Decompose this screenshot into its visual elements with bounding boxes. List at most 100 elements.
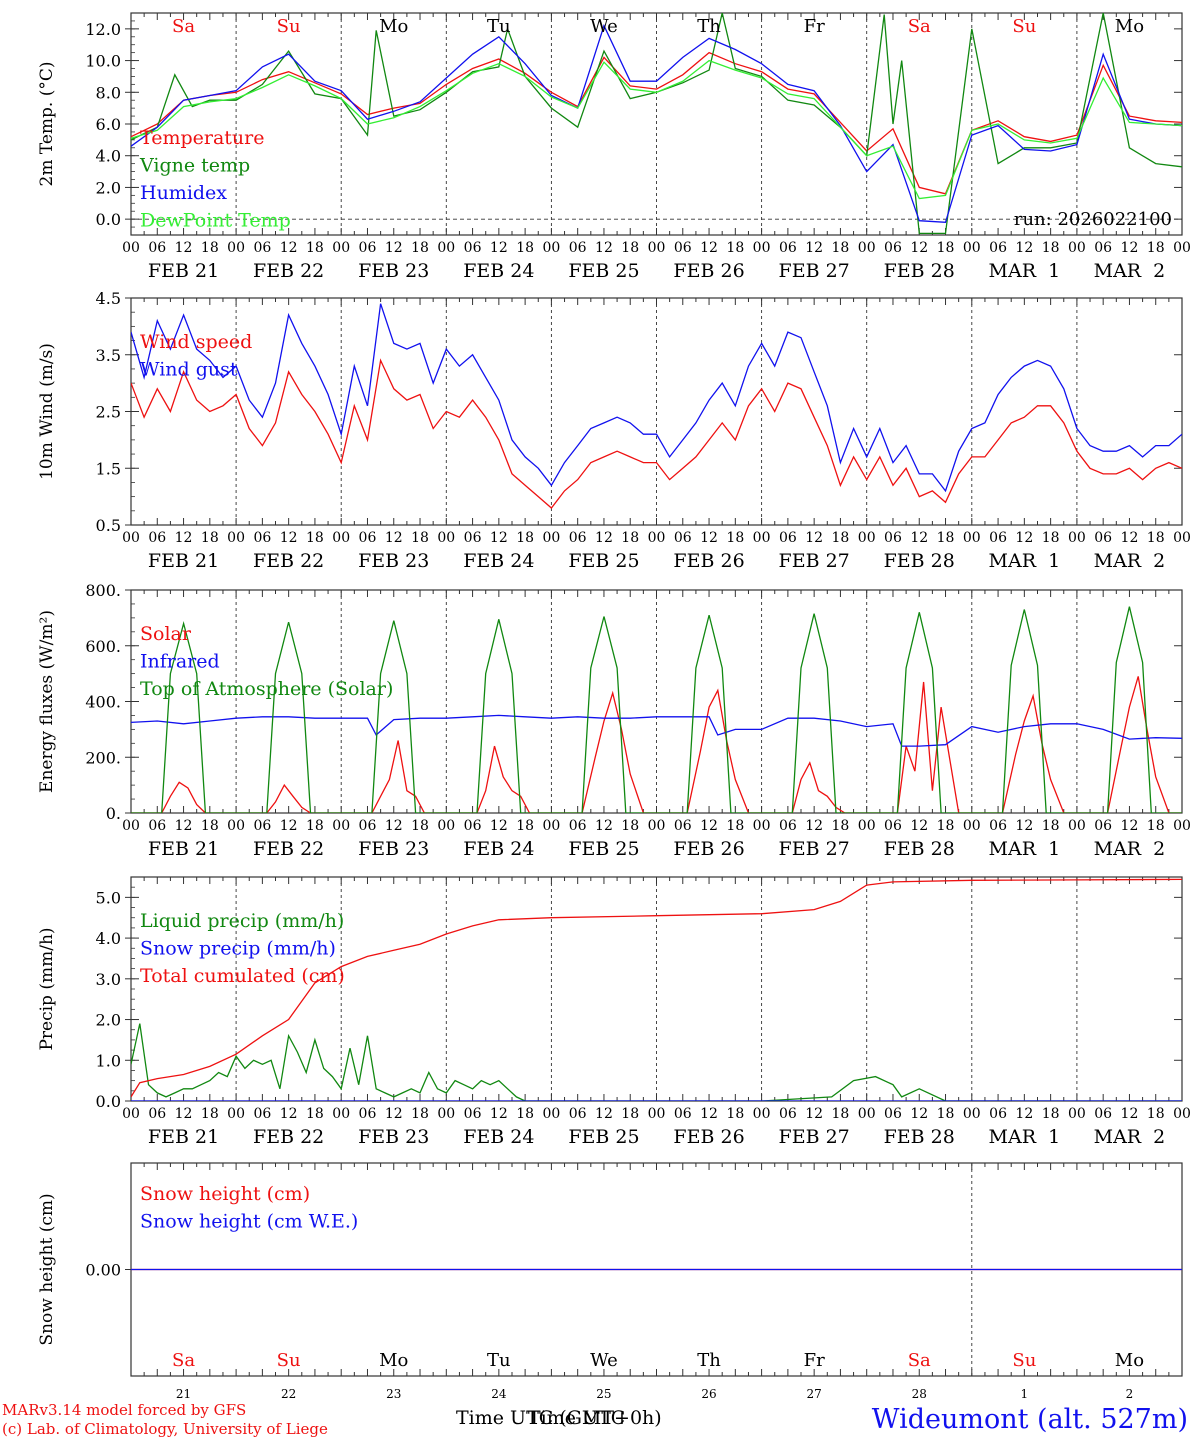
date-label: FEB 26	[673, 550, 744, 572]
legend-snow-height-cm-: Snow height (cm)	[140, 1183, 310, 1205]
hour-tick-label: 12	[1121, 818, 1139, 834]
hour-tick-label: 00	[122, 530, 140, 546]
hour-tick-label: 18	[832, 240, 850, 256]
y-tick-label: 1.5	[96, 459, 121, 478]
y-tick-label: 8.0	[96, 83, 121, 102]
hour-tick-label: 18	[621, 240, 639, 256]
date-label: FEB 26	[673, 1126, 744, 1148]
hour-tick-label: 00	[753, 1106, 771, 1122]
day-number-label: 24	[491, 1387, 507, 1401]
hour-tick-label: 12	[700, 240, 718, 256]
hour-tick-label: 12	[595, 240, 613, 256]
y-tick-label: 2.0	[96, 178, 121, 197]
weekday-label: Tu	[487, 1350, 511, 1371]
hour-tick-label: 06	[989, 240, 1007, 256]
hour-tick-label: 12	[280, 818, 298, 834]
date-label: FEB 24	[463, 1126, 534, 1148]
hour-tick-label: 00	[1173, 530, 1191, 546]
weekday-label: Sa	[908, 16, 931, 37]
hour-tick-label: 00	[963, 530, 981, 546]
date-label: FEB 21	[148, 838, 219, 860]
hour-tick-label: 18	[726, 240, 744, 256]
hour-tick-label: 06	[253, 818, 271, 834]
date-label: FEB 25	[568, 550, 639, 572]
date-label: FEB 21	[148, 260, 219, 282]
y-axis-label: Snow height (cm)	[37, 1193, 57, 1345]
hour-tick-label: 06	[1094, 818, 1112, 834]
y-tick-label: 12.0	[85, 20, 121, 39]
hour-tick-label: 00	[332, 530, 350, 546]
legend-humidex: Humidex	[140, 182, 227, 204]
station-name: Wideumont (alt. 527m)	[872, 1404, 1188, 1435]
hour-tick-label: 12	[385, 240, 403, 256]
date-label: FEB 24	[463, 838, 534, 860]
hour-tick-label: 00	[1068, 1106, 1086, 1122]
hour-tick-label: 00	[227, 1106, 245, 1122]
hour-tick-label: 06	[464, 818, 482, 834]
hour-tick-label: 06	[148, 530, 166, 546]
weekday-label: Su	[277, 16, 301, 37]
hour-tick-label: 18	[306, 818, 324, 834]
hour-tick-label: 18	[621, 818, 639, 834]
hour-tick-label: 06	[253, 1106, 271, 1122]
hour-tick-label: 06	[674, 1106, 692, 1122]
day-number-label: 2	[1126, 1387, 1134, 1401]
hour-tick-label: 06	[779, 818, 797, 834]
hour-tick-label: 18	[306, 240, 324, 256]
hour-tick-label: 06	[884, 1106, 902, 1122]
hour-tick-label: 00	[1173, 240, 1191, 256]
date-label: FEB 21	[148, 550, 219, 572]
hour-tick-label: 06	[569, 1106, 587, 1122]
date-label: FEB 26	[673, 260, 744, 282]
y-tick-label: 0.	[106, 804, 121, 823]
hour-tick-label: 00	[437, 240, 455, 256]
date-label: FEB 23	[358, 550, 429, 572]
hour-tick-label: 06	[884, 240, 902, 256]
y-axis-label: 2m Temp. (°C)	[37, 61, 57, 186]
hour-tick-label: 18	[516, 530, 534, 546]
date-label: MAR 2	[1094, 260, 1166, 282]
date-label: MAR 2	[1094, 1126, 1166, 1148]
hour-tick-label: 06	[989, 818, 1007, 834]
date-label: FEB 22	[253, 260, 324, 282]
y-tick-label: 1.0	[96, 1051, 121, 1070]
hour-tick-label: 12	[700, 818, 718, 834]
hour-tick-label: 00	[437, 1106, 455, 1122]
hour-tick-label: 06	[779, 240, 797, 256]
legend-temperature: Temperature	[140, 127, 264, 149]
hour-tick-label: 06	[779, 530, 797, 546]
hour-tick-label: 12	[1015, 240, 1033, 256]
panel-wind: 0.5 1.5 2.5 3.5 4.5 10m Wind (m/s) Wind speed W…	[37, 289, 1191, 572]
hour-tick-label: 18	[201, 818, 219, 834]
date-label: FEB 26	[673, 838, 744, 860]
hour-tick-label: 00	[332, 1106, 350, 1122]
hour-tick-label: 12	[385, 818, 403, 834]
hour-tick-label: 06	[1094, 1106, 1112, 1122]
weekday-label: Su	[1012, 16, 1036, 37]
hour-tick-label: 18	[1042, 530, 1060, 546]
hour-tick-label: 06	[674, 818, 692, 834]
y-tick-label: 0.0	[96, 1092, 121, 1111]
hour-tick-label: 18	[306, 530, 324, 546]
hour-tick-label: 06	[1094, 240, 1112, 256]
y-tick-label: 4.0	[96, 147, 121, 166]
hour-tick-label: 18	[1147, 530, 1165, 546]
weekday-label: Mo	[379, 1350, 408, 1371]
hour-tick-label: 00	[542, 530, 560, 546]
day-number-label: 25	[596, 1387, 611, 1401]
hour-tick-label: 06	[779, 1106, 797, 1122]
legend-vigne-temp: Vigne temp	[139, 155, 250, 177]
hour-tick-label: 12	[1121, 530, 1139, 546]
hour-tick-label: 12	[280, 530, 298, 546]
series-dewpoint-temp	[131, 59, 1182, 200]
hour-tick-label: 18	[1042, 1106, 1060, 1122]
weekday-label: Mo	[1115, 1350, 1144, 1371]
hour-tick-label: 18	[1147, 1106, 1165, 1122]
day-number-label: 22	[281, 1387, 296, 1401]
hour-tick-label: 12	[1015, 1106, 1033, 1122]
hour-tick-label: 12	[595, 530, 613, 546]
hour-tick-label: 18	[306, 1106, 324, 1122]
hour-tick-label: 12	[280, 240, 298, 256]
hour-tick-label: 12	[805, 530, 823, 546]
hour-tick-label: 12	[805, 240, 823, 256]
